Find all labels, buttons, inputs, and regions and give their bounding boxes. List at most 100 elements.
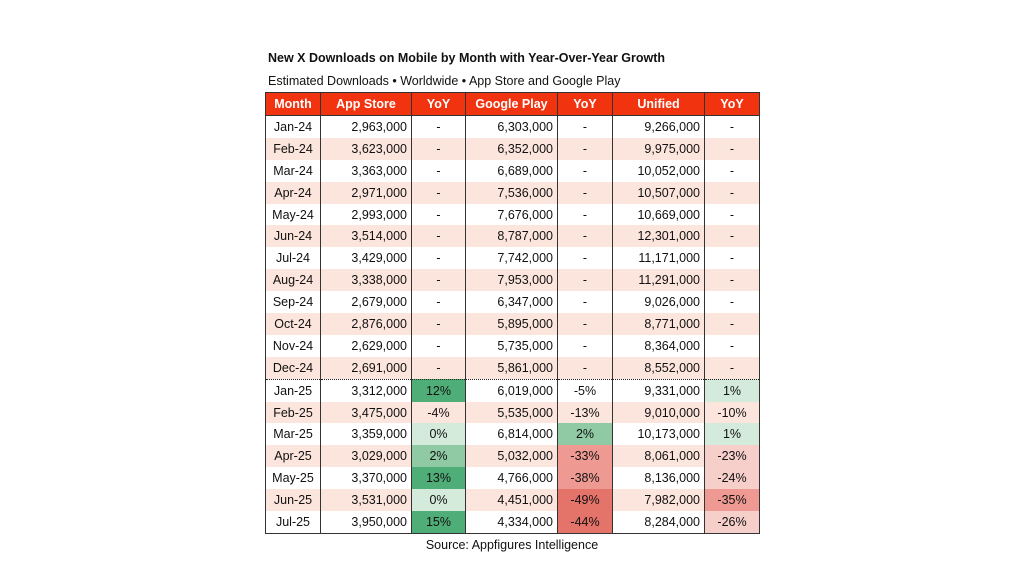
cell-unified: 8,061,000 (612, 445, 705, 468)
cell-google-play: 4,451,000 (465, 489, 558, 512)
cell-unified-yoy: - (704, 181, 760, 204)
cell-unified: 8,771,000 (612, 313, 705, 335)
table-row: Sep-24 2,679,000-6,347,000-9,026,000- (265, 291, 760, 314)
cell-unified-yoy: - (704, 269, 760, 292)
cell-google-play: 6,689,000 (465, 159, 558, 182)
cell-unified: 9,331,000 (612, 378, 705, 402)
cell-unified: 9,975,000 (612, 137, 705, 160)
cell-google-play-yoy: - (557, 334, 613, 357)
table-row: Dec-24 2,691,000-5,861,000-8,552,000- (265, 356, 760, 380)
cell-unified: 8,136,000 (612, 467, 705, 490)
table-row: Feb-25 3,475,000 -4% 5,535,000 -13% 9,010,000… (265, 401, 760, 424)
col-header-unified: Unified (612, 92, 705, 116)
cell-unified-yoy: 1% (704, 423, 760, 446)
cell-app-store: 3,429,000 (320, 247, 412, 270)
chart-subtitle: Estimated Downloads • Worldwide • App St… (268, 74, 621, 88)
cell-month: Oct-24 (265, 313, 321, 335)
cell-google-play-yoy: -13% (557, 401, 613, 424)
cell-month: Jul-24 (265, 247, 321, 270)
table-row: May-24 2,993,000-7,676,000-10,669,000- (265, 203, 760, 226)
cell-google-play: 6,352,000 (465, 137, 558, 160)
cell-month: Jan-24 (265, 115, 321, 138)
cell-unified-yoy: - (704, 334, 760, 357)
cell-unified: 9,026,000 (612, 291, 705, 314)
col-header-month: Month (265, 92, 321, 116)
cell-google-play: 5,735,000 (465, 334, 558, 357)
cell-app-store: 2,971,000 (320, 181, 412, 204)
cell-month: Aug-24 (265, 269, 321, 292)
cell-month: Feb-25 (265, 401, 321, 424)
cell-google-play: 7,676,000 (465, 203, 558, 226)
cell-unified-yoy: - (704, 159, 760, 182)
cell-unified: 9,010,000 (612, 401, 705, 424)
cell-unified-yoy: -10% (704, 401, 760, 424)
cell-unified: 8,284,000 (612, 511, 705, 534)
cell-google-play-yoy: - (557, 137, 613, 160)
cell-google-play-yoy: - (557, 247, 613, 270)
cell-google-play: 5,535,000 (465, 401, 558, 424)
col-header-unified-yoy: YoY (704, 92, 760, 116)
cell-google-play: 8,787,000 (465, 225, 558, 248)
cell-unified-yoy: 1% (704, 378, 760, 402)
cell-month: May-24 (265, 203, 321, 226)
cell-unified: 10,507,000 (612, 181, 705, 204)
cell-unified-yoy: -26% (704, 511, 760, 534)
cell-app-store: 3,623,000 (320, 137, 412, 160)
cell-unified-yoy: - (704, 247, 760, 270)
cell-google-play-yoy: - (557, 269, 613, 292)
cell-app-store-yoy: 0% (411, 489, 466, 512)
cell-app-store-yoy: - (411, 203, 466, 226)
cell-app-store-yoy: -4% (411, 401, 466, 424)
table-row: Aug-24 3,338,000-7,953,000-11,291,000- (265, 269, 760, 292)
cell-month: Mar-24 (265, 159, 321, 182)
table-row: Mar-25 3,359,000 0% 6,814,000 2% 10,173,000 1% (265, 423, 760, 446)
cell-google-play: 7,536,000 (465, 181, 558, 204)
cell-google-play: 6,019,000 (465, 378, 558, 402)
table-row: Mar-24 3,363,000-6,689,000-10,052,000- (265, 159, 760, 182)
cell-app-store-yoy: - (411, 137, 466, 160)
cell-app-store: 3,029,000 (320, 445, 412, 468)
table-row: Nov-24 2,629,000-5,735,000-8,364,000- (265, 334, 760, 357)
cell-app-store-yoy: 2% (411, 445, 466, 468)
cell-app-store: 3,475,000 (320, 401, 412, 424)
cell-app-store-yoy: - (411, 225, 466, 248)
cell-unified: 8,552,000 (612, 356, 705, 380)
cell-month: Jun-25 (265, 489, 321, 512)
cell-google-play-yoy: -38% (557, 467, 613, 490)
cell-app-store: 2,691,000 (320, 356, 412, 380)
cell-month: Jan-25 (265, 378, 321, 402)
cell-unified-yoy: - (704, 137, 760, 160)
cell-google-play-yoy: - (557, 225, 613, 248)
cell-google-play: 6,814,000 (465, 423, 558, 446)
table-row: Apr-24 2,971,000-7,536,000-10,507,000- (265, 181, 760, 204)
cell-unified: 10,173,000 (612, 423, 705, 446)
cell-unified-yoy: - (704, 313, 760, 335)
cell-google-play-yoy: - (557, 115, 613, 138)
cell-app-store: 3,514,000 (320, 225, 412, 248)
cell-month: May-25 (265, 467, 321, 490)
cell-google-play: 5,032,000 (465, 445, 558, 468)
cell-app-store-yoy: - (411, 291, 466, 314)
cell-unified-yoy: - (704, 356, 760, 380)
cell-app-store-yoy: - (411, 159, 466, 182)
cell-month: Apr-25 (265, 445, 321, 468)
cell-app-store-yoy: - (411, 356, 466, 380)
col-header-google-play: Google Play (465, 92, 558, 116)
table-body: Jan-24 2,963,000-6,303,000-9,266,000- Feb-… (265, 115, 760, 534)
cell-unified-yoy: -24% (704, 467, 760, 490)
cell-google-play-yoy: - (557, 181, 613, 204)
cell-app-store-yoy: - (411, 334, 466, 357)
source-note: Source: Appfigures Intelligence (425, 538, 599, 552)
cell-app-store: 2,876,000 (320, 313, 412, 335)
cell-unified: 10,669,000 (612, 203, 705, 226)
cell-app-store: 3,312,000 (320, 378, 412, 402)
cell-app-store-yoy: - (411, 181, 466, 204)
cell-app-store: 2,993,000 (320, 203, 412, 226)
cell-google-play: 4,766,000 (465, 467, 558, 490)
cell-unified: 11,171,000 (612, 247, 705, 270)
table-row: Feb-24 3,623,000-6,352,000-9,975,000- (265, 137, 760, 160)
cell-google-play: 6,347,000 (465, 291, 558, 314)
cell-google-play-yoy: - (557, 291, 613, 314)
col-header-google-play-yoy: YoY (557, 92, 613, 116)
cell-google-play-yoy: - (557, 203, 613, 226)
